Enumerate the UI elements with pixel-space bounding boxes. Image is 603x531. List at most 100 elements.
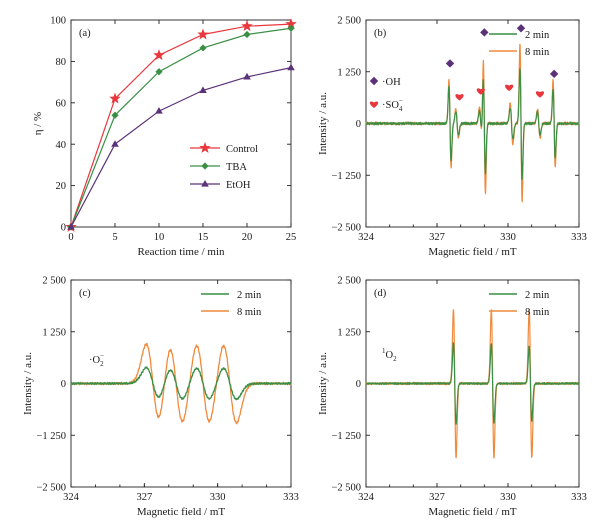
y-tick-label: 1 250	[42, 327, 66, 338]
x-axis-label: Magnetic field / mT	[428, 246, 517, 258]
series-control	[65, 18, 297, 232]
panel-3-axes: 324 327 330 333 2 500 1 250 0 −1 250 −2 500 Magne…	[317, 276, 587, 518]
triangle-marker	[155, 107, 163, 114]
panel-0-series	[65, 18, 297, 232]
y-tick-label: 2 500	[42, 276, 66, 287]
panel-0-legend: Control TBA EtOH	[190, 142, 258, 191]
star-marker	[109, 92, 121, 104]
y-tick-label: 2 500	[337, 16, 361, 27]
diamond-marker	[445, 59, 455, 68]
y-tick-label: −2 500	[36, 483, 66, 494]
y-tick-label: −1 250	[331, 431, 361, 442]
legend-label: 8 min	[525, 47, 550, 58]
x-tick-label: 0	[68, 232, 73, 243]
o2-base: ·O	[89, 355, 100, 366]
series-tba	[67, 24, 295, 231]
oh-label: ·OH	[382, 77, 401, 88]
x-tick-label: 5	[112, 232, 117, 243]
y-axis-label: η / %	[32, 112, 44, 135]
diamond-marker	[369, 76, 379, 86]
so4-base: ·SO	[382, 100, 399, 111]
y-tick-label: 80	[56, 57, 67, 68]
x-tick-label: 324	[358, 232, 375, 243]
plot-frame	[70, 19, 292, 228]
o2-base: O	[386, 350, 394, 361]
star-marker	[197, 28, 209, 40]
panel-label: (d)	[374, 288, 387, 299]
heart-marker	[369, 101, 379, 108]
x-tick-label: 327	[429, 492, 445, 503]
series-line	[70, 27, 292, 228]
diamond-marker	[243, 30, 251, 39]
star-marker	[285, 18, 297, 29]
heart-marker	[505, 84, 514, 92]
series-line	[70, 67, 292, 228]
x-tick-label: 330	[500, 232, 516, 243]
y-tick-label: −2 500	[331, 483, 361, 494]
y-tick-label: 0	[356, 119, 361, 130]
o2-sub: 2	[393, 355, 397, 363]
star-marker	[153, 49, 165, 61]
diamond-marker	[199, 44, 207, 52]
o2-sup: 1	[382, 347, 386, 355]
diamond-marker	[480, 28, 489, 37]
y-tick-label: −1 250	[331, 171, 361, 182]
heart-marker	[535, 91, 545, 98]
y-tick-label: 2 500	[337, 276, 361, 287]
legend-label: 2 min	[525, 30, 550, 41]
triangle-marker	[201, 180, 209, 187]
x-tick-label: 333	[571, 492, 587, 503]
y-tick-label: 40	[56, 140, 67, 151]
so4-sub: 4	[399, 105, 403, 113]
x-axis-label: Reaction time / min	[137, 246, 225, 258]
x-tick-label: 330	[210, 492, 226, 503]
triangle-marker	[287, 63, 295, 71]
triangle-marker	[111, 140, 119, 147]
x-axis-label: Magnetic field / mT	[137, 506, 226, 518]
star-marker	[199, 142, 211, 153]
spectrum-2min	[365, 342, 580, 425]
panel-3-legend: 2 min 8 min	[489, 290, 550, 318]
diamond-marker	[516, 24, 526, 33]
so4-sup: −	[399, 97, 403, 105]
x-axis-label: Magnetic field / mT	[428, 506, 517, 518]
x-tick-label: 10	[154, 232, 165, 243]
y-tick-label: 1 250	[337, 67, 361, 78]
x-tick-label: 20	[242, 232, 253, 243]
y-axis-label: Intensity / a.u.	[22, 352, 34, 415]
y-tick-label: −1 250	[36, 431, 66, 442]
panel-label: (c)	[79, 288, 91, 299]
x-tick-label: 330	[500, 492, 516, 503]
panel-1-markers	[445, 24, 559, 101]
so4-label: ·SO4−	[382, 97, 403, 113]
heart-marker	[455, 94, 464, 101]
y-tick-label: 1 250	[337, 327, 361, 338]
x-tick-label: 333	[283, 492, 299, 503]
legend-label: 2 min	[237, 290, 262, 301]
o2-sup: −	[100, 352, 104, 360]
x-tick-label: 327	[136, 492, 152, 503]
panel-1-species-key: ·OH ·SO4−	[369, 76, 403, 113]
y-tick-label: 20	[56, 181, 67, 192]
x-tick-label: 25	[286, 232, 297, 243]
x-tick-label: 15	[198, 232, 209, 243]
triangle-marker	[67, 223, 75, 230]
heart-marker	[476, 88, 485, 95]
series-etoh	[67, 63, 295, 230]
diamond-marker	[287, 24, 295, 32]
o2-sub: 2	[100, 360, 104, 368]
star-marker	[241, 20, 253, 32]
x-tick-label: 333	[571, 232, 587, 243]
legend-label: TBA	[226, 162, 247, 173]
diamond-marker	[201, 162, 209, 170]
diamond-marker	[155, 68, 163, 76]
x-tick-label: 327	[429, 232, 445, 243]
panel-2-legend: 2 min 8 min	[201, 290, 262, 318]
y-tick-label: 0	[61, 223, 66, 234]
spectrum-2min	[70, 366, 292, 401]
triangle-marker	[243, 72, 251, 80]
y-tick-label: 0	[61, 379, 66, 390]
y-tick-label: 60	[56, 98, 67, 109]
species-label: ·O2−	[89, 352, 104, 368]
